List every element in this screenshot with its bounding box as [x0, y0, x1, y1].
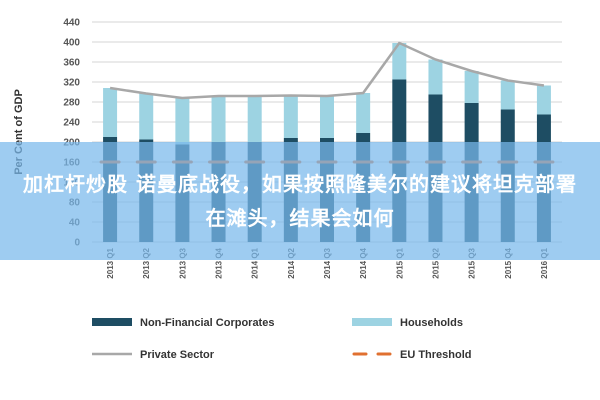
bar-households [428, 59, 443, 95]
y-tick-label: 320 [63, 78, 80, 89]
bar-households [139, 93, 154, 140]
y-tick-label: 400 [63, 38, 80, 49]
legend-swatch [352, 318, 392, 326]
bar-households [247, 96, 262, 142]
x-tick-label: 2013 Q1 [106, 247, 115, 278]
x-tick-label: 2014 Q1 [251, 247, 260, 278]
x-tick-label: 2014 Q4 [359, 247, 368, 278]
bar-households [320, 96, 334, 138]
headline-banner[interactable]: 加杠杆炒股 诺曼底战役，如果按照隆美尔的建议将坦克部署在滩头，结果会如何 [0, 142, 600, 260]
bar-households [211, 96, 226, 142]
x-tick-label: 2015 Q2 [431, 247, 440, 278]
headline-text[interactable]: 加杠杆炒股 诺曼底战役，如果按照隆美尔的建议将坦克部署在滩头，结果会如何 [23, 172, 577, 230]
legend-label: Non-Financial Corporates [140, 317, 274, 329]
bar-households [356, 93, 371, 133]
x-tick-label: 2014 Q3 [323, 247, 332, 278]
y-tick-label: 440 [63, 18, 80, 29]
x-tick-label: 2015 Q3 [468, 247, 477, 278]
x-tick-label: 2013 Q4 [215, 247, 224, 278]
x-tick-label: 2013 Q2 [142, 247, 151, 278]
bar-households [392, 43, 407, 80]
x-tick-label: 2014 Q2 [287, 247, 296, 278]
legend-label: Private Sector [140, 349, 215, 361]
y-tick-label: 240 [63, 118, 80, 129]
bar-households [500, 80, 515, 110]
bar-households [103, 88, 118, 137]
x-tick-label: 2013 Q3 [178, 247, 187, 278]
bar-households [464, 71, 479, 103]
legend-label: Households [400, 317, 463, 329]
legend-label: EU Threshold [400, 349, 472, 361]
x-tick-label: 2015 Q4 [504, 247, 513, 278]
x-tick-label: 2016 Q1 [540, 247, 549, 278]
y-tick-label: 280 [63, 98, 80, 109]
bar-households [175, 98, 190, 145]
legend-swatch [92, 318, 132, 326]
x-tick-label: 2015 Q1 [395, 247, 404, 278]
private-sector-line [109, 41, 545, 100]
y-tick-label: 360 [63, 58, 80, 69]
bar-households [536, 85, 551, 115]
bar-households [283, 95, 298, 138]
